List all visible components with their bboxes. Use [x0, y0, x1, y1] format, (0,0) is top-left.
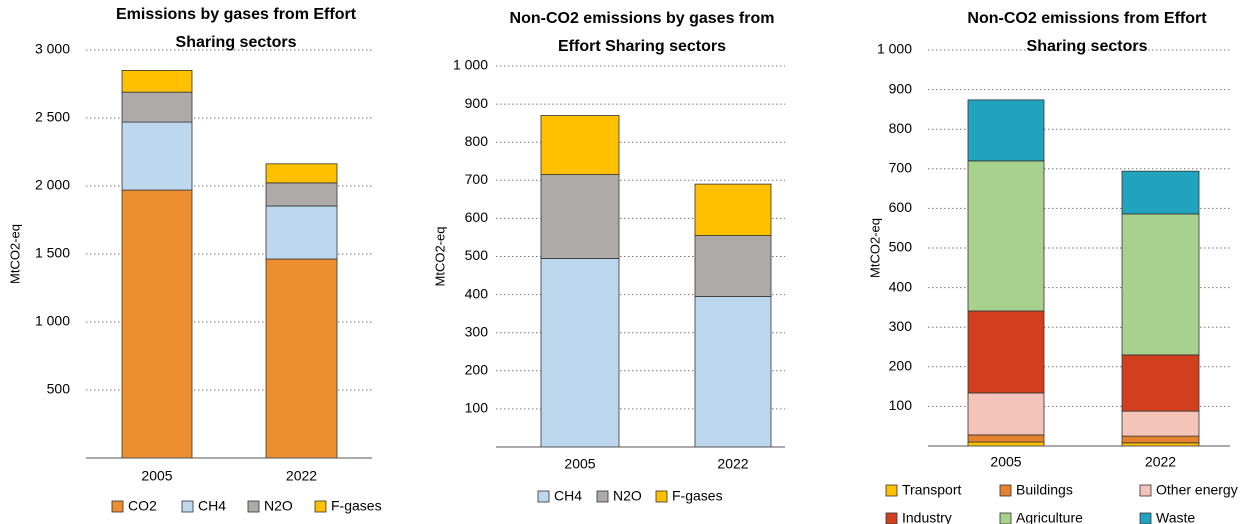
bar-segment	[694, 296, 772, 448]
legend-swatch	[655, 490, 668, 503]
y-tick-label: 2 500	[35, 109, 70, 125]
y-tick-label: 600	[465, 209, 489, 225]
legend-swatch	[314, 500, 327, 513]
x-tick-label: 2005	[990, 454, 1021, 470]
legend-label: N2O	[613, 488, 642, 504]
x-tick-label: 2022	[717, 456, 748, 472]
legend-label: CO2	[128, 498, 157, 514]
bar-segment	[540, 258, 620, 448]
legend-label: F-gases	[672, 488, 723, 504]
y-tick-label: 800	[465, 133, 489, 149]
y-axis-label: MtCO2-eq	[432, 227, 447, 287]
y-tick-label: 800	[889, 120, 913, 136]
bar-segment	[121, 91, 193, 123]
legend-label: Waste	[1156, 510, 1195, 524]
legend-swatch	[1139, 512, 1152, 524]
y-tick-label: 300	[465, 323, 489, 339]
bar-segment	[265, 205, 338, 260]
y-tick-label: 500	[889, 239, 913, 255]
legend-swatch	[596, 490, 609, 503]
y-tick-label: 200	[889, 358, 913, 374]
legend-label: CH4	[554, 488, 582, 504]
legend-swatch	[999, 484, 1012, 497]
y-tick-label: 900	[889, 80, 913, 96]
y-tick-label: 1 000	[453, 57, 488, 73]
x-tick-label: 2005	[564, 456, 595, 472]
bar-segment	[967, 99, 1045, 162]
bar-segment	[967, 441, 1045, 447]
legend-label: Transport	[902, 482, 962, 498]
x-tick-label: 2022	[286, 468, 317, 484]
bar-segment	[121, 189, 193, 459]
legend-label: N2O	[264, 498, 293, 514]
bar-segment	[265, 182, 338, 207]
bar-segment	[1121, 435, 1200, 444]
y-tick-label: 500	[465, 247, 489, 263]
x-tick-label: 2005	[141, 468, 172, 484]
legend-swatch	[111, 500, 124, 513]
y-axis-label: MtCO2-eq	[867, 218, 882, 278]
bar-segment	[967, 160, 1045, 312]
y-tick-label: 1 000	[877, 41, 912, 57]
legend-label: Agriculture	[1016, 510, 1083, 524]
legend-swatch	[247, 500, 260, 513]
y-tick-label: 600	[889, 199, 913, 215]
y-tick-label: 1 000	[35, 313, 70, 329]
legend-swatch	[181, 500, 194, 513]
bar-segment	[265, 163, 338, 184]
legend-swatch	[999, 512, 1012, 524]
legend-label: F-gases	[331, 498, 382, 514]
bar-segment	[967, 434, 1045, 443]
legend-label: CH4	[198, 498, 226, 514]
bar-segment	[967, 392, 1045, 436]
bar-segment	[540, 115, 620, 175]
legend-label: Buildings	[1016, 482, 1073, 498]
bar-segment	[694, 235, 772, 297]
y-tick-label: 700	[889, 160, 913, 176]
y-tick-label: 300	[889, 318, 913, 334]
y-tick-label: 400	[889, 278, 913, 294]
bar-segment	[1121, 354, 1200, 412]
bar-segment	[694, 183, 772, 236]
y-tick-label: 3 000	[35, 41, 70, 57]
y-tick-label: 400	[465, 285, 489, 301]
legend-swatch	[885, 512, 898, 524]
legend-swatch	[537, 490, 550, 503]
bar-segment	[1121, 213, 1200, 356]
chart-title: Non-CO2 emissions by gases from Effort S…	[509, 10, 775, 55]
y-tick-label: 100	[465, 400, 489, 416]
bar-segment	[967, 310, 1045, 394]
bar-segment	[1121, 170, 1200, 215]
y-tick-label: 900	[465, 95, 489, 111]
y-tick-label: 700	[465, 171, 489, 187]
legend-swatch	[1139, 484, 1152, 497]
bar-segment	[1121, 410, 1200, 437]
legend-label: Industry	[902, 510, 952, 524]
y-axis-label: MtCO2-eq	[7, 224, 22, 284]
y-tick-label: 100	[889, 397, 913, 413]
y-tick-label: 2 000	[35, 177, 70, 193]
y-tick-label: 200	[465, 362, 489, 378]
bar-segment	[540, 174, 620, 259]
chart-title: Non-CO2 emissions from Effort Sharing se…	[967, 10, 1207, 55]
y-tick-label: 500	[47, 381, 71, 397]
chart-title: Emissions by gases from Effort Sharing s…	[115, 6, 357, 51]
bar-segment	[121, 121, 193, 191]
x-tick-label: 2022	[1145, 454, 1176, 470]
y-tick-label: 1 500	[35, 245, 70, 261]
bar-segment	[265, 258, 338, 459]
bar-segment	[121, 70, 193, 93]
legend-swatch	[885, 484, 898, 497]
legend-label: Other energy	[1156, 482, 1238, 498]
